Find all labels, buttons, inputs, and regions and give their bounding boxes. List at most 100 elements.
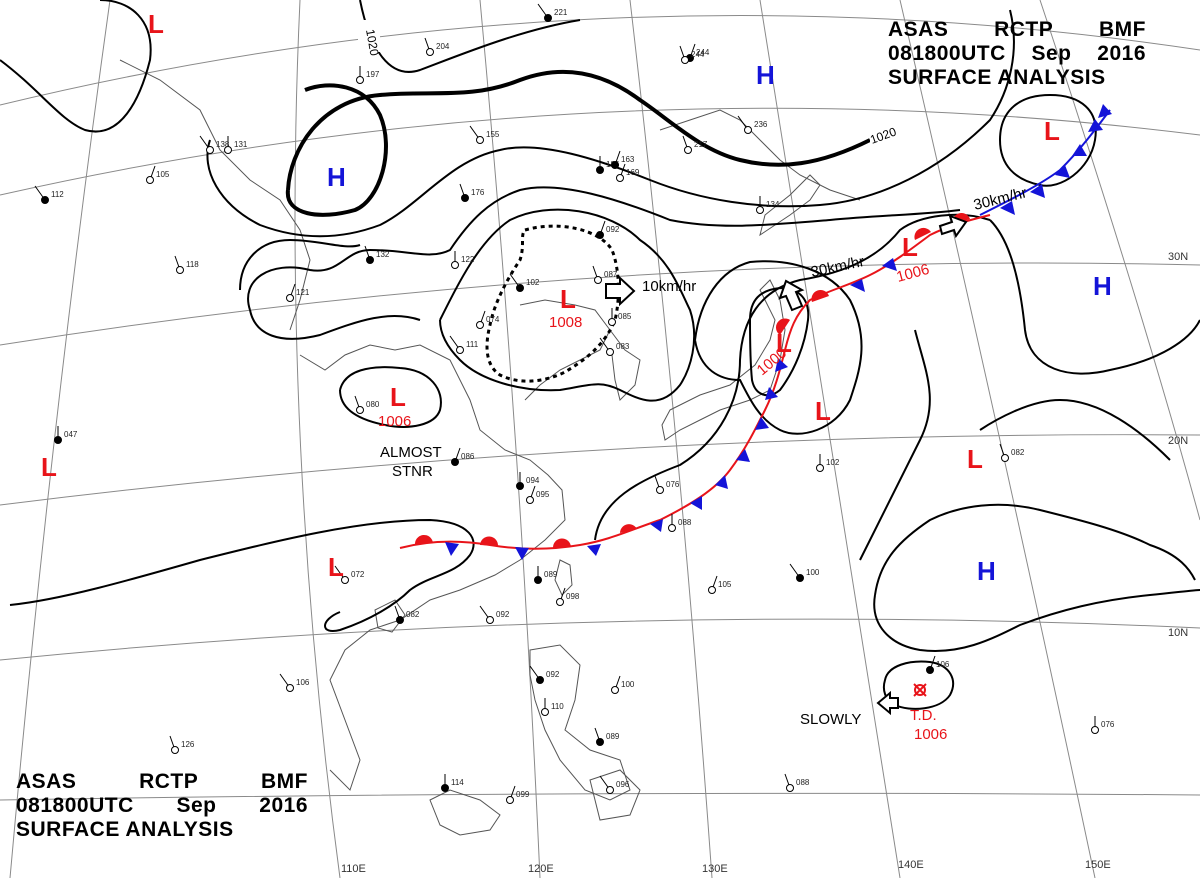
isobar-1012-center	[439, 208, 696, 402]
header-region: ASAS	[888, 18, 949, 41]
station-pressure: 096	[616, 780, 630, 789]
station-circle-icon	[356, 406, 364, 414]
station-pressure: 099	[516, 790, 530, 799]
mongolia-border	[119, 59, 311, 331]
station-circle-icon	[356, 76, 364, 84]
station-pressure: 131	[234, 140, 248, 149]
longitude-line-130e	[629, 0, 713, 878]
station-plot: 100	[789, 563, 820, 582]
lon-label: 110E	[341, 863, 366, 875]
movement-speed: SLOWLY	[800, 711, 861, 728]
low-center-symbol: L	[815, 396, 831, 426]
header-station: RCTP	[139, 770, 199, 793]
station-pressure: 217	[694, 140, 708, 149]
isobar-1020-north	[286, 69, 871, 191]
station-plot: 111	[449, 335, 479, 354]
station-circle-icon	[224, 146, 232, 154]
longitude-line-150e	[899, 0, 1096, 878]
warm-front-bump	[914, 227, 931, 240]
movement-arrows	[605, 214, 968, 716]
low-center-symbol: L	[41, 452, 57, 482]
station-plot: 080	[354, 395, 380, 414]
station-circle-icon	[41, 196, 49, 204]
cold-front-tooth	[445, 542, 459, 556]
korea-coast	[609, 329, 641, 401]
trough-dashed	[485, 224, 620, 383]
station-plot: 134	[756, 196, 780, 214]
station-plot: 114	[441, 774, 464, 792]
cold-front-tooth	[1088, 119, 1103, 132]
longitude-labels: 110E 120E 130E 140E 150E	[341, 859, 1111, 875]
station-pressure: 221	[554, 8, 568, 17]
station-pressure: 092	[546, 670, 560, 679]
isobar-label: 1020	[363, 28, 381, 57]
station-plot: 092	[596, 220, 620, 239]
lon-label: 140E	[898, 859, 924, 871]
station-pressure: 126	[181, 740, 195, 749]
fronts	[399, 104, 1112, 560]
station-plot: 236	[737, 115, 768, 134]
isobar-1008-sw-pacific-2	[873, 589, 1200, 652]
pressure-center: H	[977, 556, 996, 586]
header-code: BMF	[1099, 18, 1146, 41]
station-plot: 087	[592, 265, 618, 284]
station-circle-icon	[596, 231, 604, 239]
movement-arrow-west	[876, 690, 899, 716]
taiwan-coast	[554, 559, 573, 596]
station-circle-icon	[286, 294, 294, 302]
station-pressure: 244	[696, 48, 710, 57]
station-circle-icon	[176, 266, 184, 274]
isobar-label-bg	[358, 20, 380, 52]
station-pressure: 118	[186, 260, 199, 269]
station-plot: 105	[708, 575, 732, 594]
longitude-line-120e	[479, 0, 541, 878]
station-pressure: 155	[486, 130, 500, 139]
movement-arrow-northeast	[938, 214, 968, 239]
cold-front-tooth	[715, 475, 728, 489]
header-line-3: SURFACE ANALYSIS	[16, 818, 308, 842]
station-plot: 121	[286, 283, 310, 302]
station-plot: 099	[506, 785, 530, 804]
isobar-1008-ridge	[859, 329, 931, 561]
station-plot: 102	[509, 273, 540, 292]
station-plot: 094	[516, 472, 540, 490]
header-region: ASAS	[16, 770, 77, 793]
station-plot: 106	[926, 655, 950, 674]
header-month: Sep	[176, 794, 217, 817]
lat-label: 10N	[1168, 627, 1188, 639]
station-pressure: 082	[1011, 448, 1025, 457]
station-circle-icon	[536, 676, 544, 684]
station-circle-icon	[786, 784, 794, 792]
station-pressure: 110	[551, 702, 564, 711]
pressure-center: L	[41, 452, 57, 482]
latitude-line-0	[0, 792, 1200, 801]
header-time: 081800UTC	[888, 42, 1006, 65]
station-circle-icon	[594, 276, 602, 284]
movement-speed: 10km/hr	[642, 278, 696, 295]
isobar-1008-almost-stnr	[339, 366, 442, 428]
station-circle-icon	[426, 48, 434, 56]
station-pressure: 092	[606, 225, 620, 234]
station-circle-icon	[656, 486, 664, 494]
station-plots: 2212041972442362171861691551321221211020…	[34, 3, 1115, 804]
station-circle-icon	[476, 136, 484, 144]
isobar-1012-east	[989, 219, 1200, 375]
station-circle-icon	[451, 261, 459, 269]
station-plot: 076	[1091, 716, 1115, 734]
td-label: T.D.	[910, 707, 937, 724]
station-circle-icon	[684, 146, 692, 154]
station-circle-icon	[596, 166, 604, 174]
station-pressure: 095	[536, 490, 550, 499]
station-plot: 122	[451, 251, 475, 269]
station-circle-icon	[606, 786, 614, 794]
latitude-line-40n	[0, 107, 1200, 196]
low-center-pressure: 1006	[378, 413, 411, 430]
isobar-1012	[247, 186, 961, 311]
cold-front-tooth	[690, 496, 702, 510]
station-pressure: 176	[471, 188, 485, 197]
station-pressure: 083	[616, 342, 630, 351]
cold-front-tooth	[1000, 201, 1015, 215]
high-center-symbol: H	[1093, 271, 1112, 301]
coastlines	[119, 59, 861, 836]
